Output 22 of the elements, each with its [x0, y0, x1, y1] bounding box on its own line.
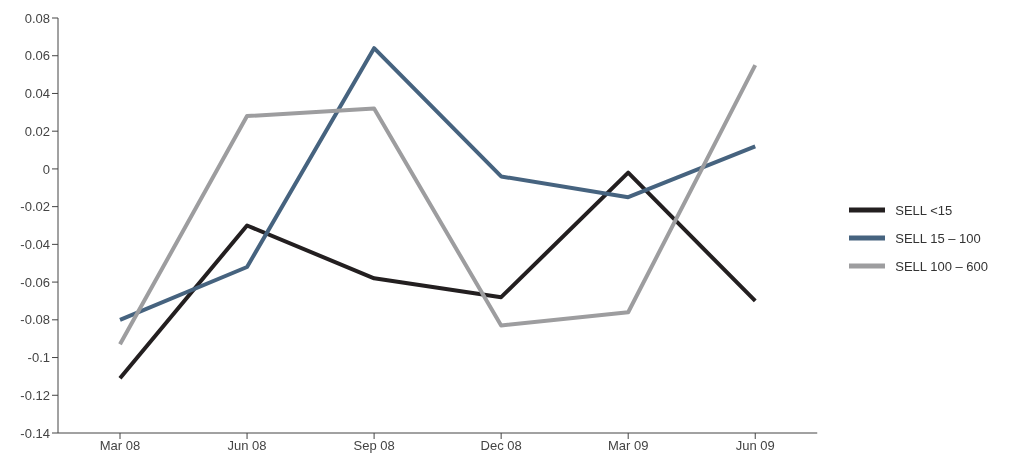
y-tick-label: -0.02 [20, 199, 50, 215]
x-tick-label: Jun 08 [227, 438, 267, 454]
line-series [118, 170, 758, 381]
y-tick-label: -0.08 [20, 312, 50, 328]
y-tick-label: -0.1 [27, 350, 50, 366]
legend-label: SELL 15 – 100 [895, 230, 981, 246]
legend-label: SELL <15 [895, 202, 953, 218]
legend-label: SELL 100 – 600 [895, 258, 988, 274]
y-tick-label: 0.06 [24, 48, 50, 64]
x-tick-label: Dec 08 [480, 438, 522, 454]
y-tick-label: 0.02 [24, 123, 50, 139]
y-tick-label: -0.12 [20, 387, 50, 403]
y-tick-label: -0.04 [20, 236, 50, 252]
y-tick-label: -0.14 [20, 425, 50, 441]
y-tick-label: 0.08 [24, 10, 50, 26]
x-tick-label: Sep 08 [353, 438, 395, 454]
y-tick-label: 0.04 [24, 86, 50, 102]
x-tick-label: Mar 09 [607, 438, 649, 454]
y-tick-label: 0 [42, 161, 50, 177]
y-tick-label: -0.06 [20, 274, 50, 290]
x-tick-label: Mar 08 [99, 438, 141, 454]
x-tick-label: Jun 09 [735, 438, 775, 454]
